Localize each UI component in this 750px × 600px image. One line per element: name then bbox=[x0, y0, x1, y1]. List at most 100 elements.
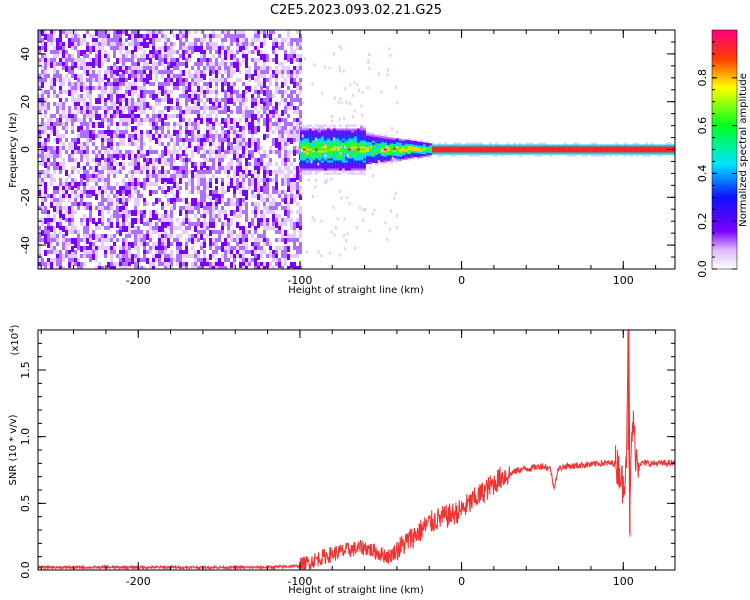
heatmap-cell bbox=[62, 110, 65, 114]
heatmap-cell bbox=[386, 137, 390, 140]
heatmap-cell bbox=[254, 70, 257, 76]
heatmap-cell bbox=[200, 182, 203, 186]
heatmap-cell bbox=[47, 218, 50, 224]
heatmap-cell bbox=[386, 143, 390, 146]
heatmap-cell bbox=[179, 62, 182, 66]
heatmap-cell bbox=[62, 146, 65, 150]
heatmap-cell bbox=[524, 142, 528, 145]
heatmap-cell bbox=[488, 142, 492, 145]
heatmap-cell bbox=[128, 250, 131, 254]
heatmap-cell bbox=[245, 106, 248, 110]
heatmap-cell bbox=[269, 210, 272, 214]
heatmap-cell bbox=[125, 238, 128, 242]
heatmap-cell bbox=[281, 134, 284, 138]
heatmap-cell bbox=[560, 152, 564, 155]
heatmap-cell bbox=[479, 150, 483, 153]
heatmap-cell bbox=[95, 54, 98, 58]
heatmap-cell bbox=[323, 128, 327, 131]
heatmap-cell bbox=[242, 50, 245, 54]
heatmap-cell bbox=[341, 142, 345, 145]
heatmap-cell bbox=[362, 154, 366, 157]
heatmap-cell bbox=[269, 158, 272, 162]
heatmap-cell bbox=[56, 50, 59, 54]
heatmap-cell bbox=[431, 144, 435, 147]
heatmap-cell bbox=[176, 254, 179, 258]
heatmap-cell bbox=[287, 158, 290, 162]
heatmap-cell bbox=[242, 46, 245, 52]
heatmap-cell bbox=[185, 130, 188, 136]
heatmap-cell bbox=[317, 128, 321, 131]
heatmap-cell bbox=[104, 74, 107, 80]
heatmap-cell bbox=[146, 158, 149, 162]
heatmap-cell bbox=[296, 250, 299, 254]
heatmap-cell bbox=[212, 210, 215, 214]
heatmap-cell bbox=[326, 146, 330, 149]
heatmap-cell bbox=[152, 70, 155, 74]
heatmap-cell bbox=[539, 148, 543, 151]
heatmap-cell bbox=[299, 98, 302, 102]
heatmap-cell bbox=[236, 170, 239, 176]
heatmap-cell bbox=[167, 114, 170, 118]
heatmap-cell bbox=[311, 130, 315, 133]
heatmap-cell bbox=[149, 90, 152, 94]
heatmap-cell bbox=[137, 170, 140, 174]
heatmap-cell bbox=[155, 30, 158, 34]
heatmap-cell bbox=[152, 114, 155, 118]
heatmap-cell bbox=[385, 145, 388, 149]
heatmap-cell bbox=[365, 141, 369, 145]
heatmap-cell bbox=[236, 234, 239, 238]
heatmap-cell bbox=[185, 62, 188, 68]
heatmap-cell bbox=[188, 54, 191, 60]
heatmap-cell bbox=[188, 50, 191, 54]
heatmap-cell bbox=[137, 118, 140, 122]
heatmap-cell bbox=[155, 178, 158, 182]
heatmap-cell bbox=[59, 250, 62, 254]
heatmap-cell bbox=[155, 102, 158, 106]
heatmap-cell bbox=[380, 144, 384, 147]
heatmap-cell bbox=[137, 114, 140, 120]
heatmap-cell bbox=[260, 42, 263, 48]
heatmap-cell bbox=[176, 74, 179, 78]
heatmap-cell bbox=[323, 172, 327, 175]
heatmap-cell bbox=[284, 154, 287, 158]
heatmap-cell bbox=[113, 166, 116, 172]
heatmap-cell bbox=[443, 150, 447, 153]
heatmap-cell bbox=[65, 194, 68, 198]
heatmap-cell bbox=[179, 46, 182, 50]
heatmap-cell bbox=[302, 168, 306, 171]
heatmap-cell bbox=[194, 122, 197, 126]
heatmap-cell bbox=[47, 126, 50, 130]
heatmap-cell bbox=[80, 254, 83, 258]
heatmap-cell bbox=[251, 246, 254, 250]
heatmap-cell bbox=[284, 130, 287, 134]
heatmap-cell bbox=[221, 154, 224, 158]
heatmap-cell bbox=[353, 144, 357, 147]
heatmap-cell bbox=[251, 42, 254, 46]
heatmap-cell bbox=[170, 134, 173, 138]
heatmap-cell bbox=[83, 118, 86, 122]
heatmap-cell bbox=[303, 57, 306, 61]
heatmap-cell bbox=[281, 74, 284, 78]
heatmap-cell bbox=[83, 206, 86, 210]
heatmap-cell bbox=[410, 156, 414, 159]
heatmap-cell bbox=[358, 88, 361, 92]
heatmap-cell bbox=[347, 142, 351, 145]
heatmap-cell bbox=[389, 153, 393, 156]
heatmap-cell bbox=[158, 138, 161, 142]
heatmap-cell bbox=[248, 74, 251, 78]
heatmap-cell bbox=[155, 246, 158, 252]
heatmap-cell bbox=[44, 210, 47, 214]
heatmap-cell bbox=[629, 152, 633, 155]
heatmap-cell bbox=[182, 54, 185, 60]
heatmap-cell bbox=[98, 82, 101, 86]
heatmap-cell bbox=[284, 262, 287, 266]
heatmap-cell bbox=[149, 38, 152, 44]
heatmap-cell bbox=[296, 202, 299, 206]
heatmap-cell bbox=[254, 126, 257, 130]
heatmap-cell bbox=[326, 134, 330, 137]
heatmap-cell bbox=[266, 222, 269, 226]
heatmap-cell bbox=[344, 138, 348, 141]
heatmap-cell bbox=[197, 170, 200, 174]
heatmap-cell bbox=[239, 190, 242, 194]
heatmap-cell bbox=[146, 234, 149, 240]
